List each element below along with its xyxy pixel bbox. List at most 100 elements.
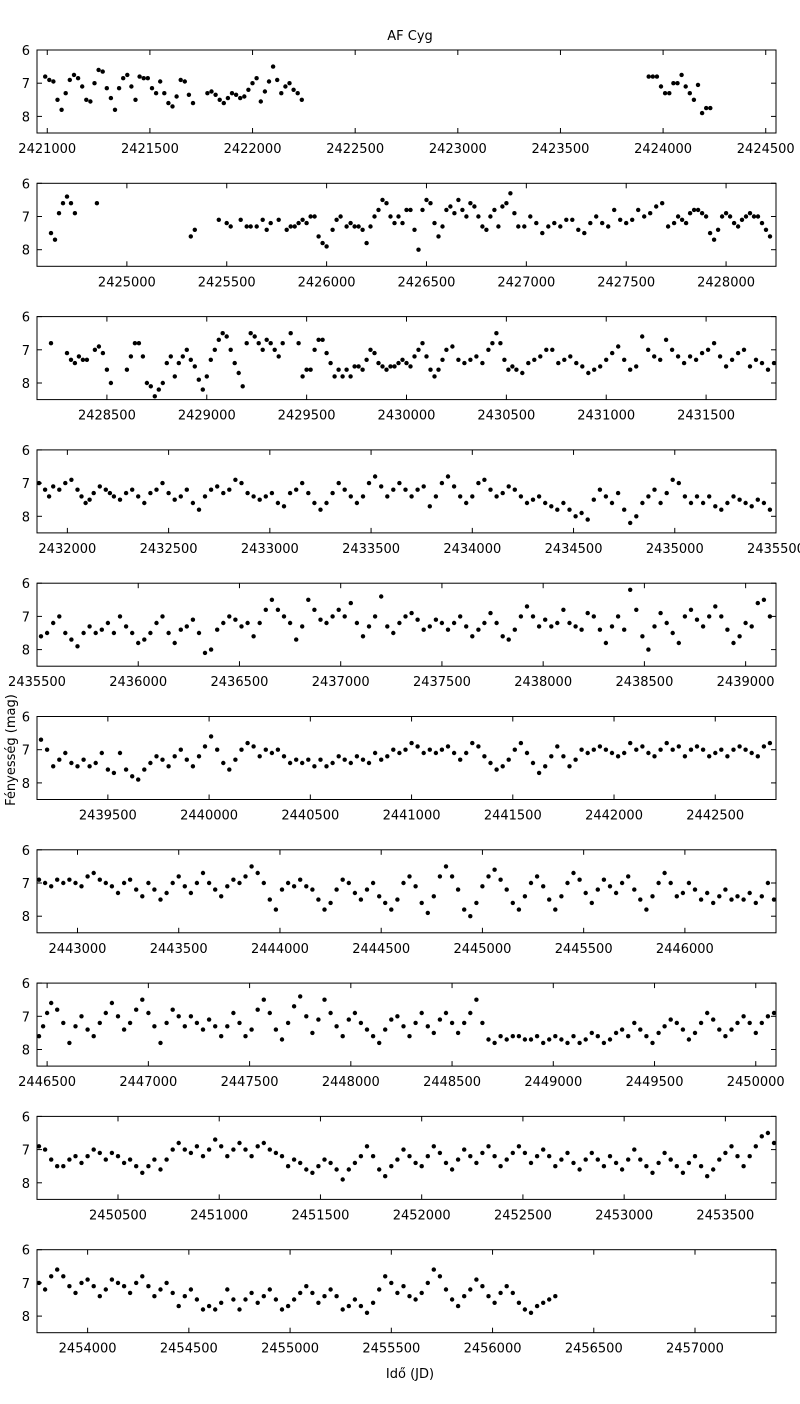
data-point — [188, 234, 193, 239]
data-point — [304, 367, 309, 372]
data-point — [366, 760, 372, 766]
data-point — [607, 1154, 613, 1159]
data-point — [209, 89, 214, 94]
data-point — [579, 510, 584, 516]
data-point — [737, 497, 742, 502]
data-point — [468, 1287, 473, 1292]
data-point — [432, 374, 437, 379]
data-point — [660, 201, 665, 206]
data-point — [644, 907, 649, 912]
data-point — [342, 614, 347, 619]
data-point — [61, 1020, 66, 1026]
data-point — [231, 1147, 236, 1152]
data-point — [682, 754, 688, 759]
data-point — [484, 227, 489, 232]
data-point — [133, 97, 138, 103]
data-point — [377, 894, 382, 899]
data-point — [498, 1164, 503, 1169]
data-point — [765, 1130, 771, 1136]
data-point — [396, 214, 401, 219]
data-point — [468, 914, 473, 919]
data-point — [340, 1177, 345, 1182]
data-point — [419, 1290, 424, 1296]
data-point — [512, 627, 517, 632]
data-point — [516, 1300, 522, 1306]
data-point — [401, 1024, 406, 1029]
data-point — [729, 1027, 734, 1032]
data-point — [561, 754, 566, 759]
data-point — [316, 234, 321, 239]
data-point — [755, 600, 760, 606]
panel-8: 6 7 8 2446500 2447000 2447500 2448000 2448500 24… — [18, 977, 785, 1090]
x-tick-label: 2424500 — [737, 142, 795, 157]
data-point — [275, 77, 280, 83]
data-point — [474, 354, 479, 359]
y-tick-label: 7 — [22, 610, 30, 625]
data-point — [573, 624, 578, 629]
y-tick-label: 6 — [22, 1244, 30, 1259]
data-point — [496, 224, 501, 229]
data-point — [352, 1160, 358, 1166]
data-point — [130, 774, 135, 779]
data-point — [543, 764, 548, 769]
x-tick-label: 2422000 — [224, 142, 282, 157]
panel-4: 6 7 8 2432000 2432500 2433000 2433500 2434000 24… — [22, 444, 800, 557]
data-point — [96, 344, 102, 349]
data-point — [154, 487, 159, 492]
data-point — [75, 487, 80, 492]
data-point — [91, 1147, 96, 1152]
data-point — [719, 214, 725, 219]
data-point — [204, 374, 209, 379]
data-point — [729, 1144, 734, 1149]
data-point — [404, 360, 409, 366]
data-point — [735, 894, 740, 899]
data-point — [342, 757, 347, 762]
data-point — [103, 487, 109, 492]
data-point — [340, 1307, 345, 1312]
data-point — [670, 747, 675, 752]
data-point — [699, 110, 705, 116]
data-point — [42, 1147, 48, 1152]
data-point — [318, 617, 323, 622]
data-point — [719, 507, 724, 512]
data-point — [567, 620, 572, 626]
data-point — [383, 1174, 388, 1179]
data-point — [48, 230, 54, 236]
data-point — [328, 360, 333, 366]
data-point — [37, 1034, 42, 1039]
data-point — [488, 610, 493, 616]
data-point — [767, 507, 773, 512]
data-point — [109, 1277, 115, 1282]
data-point — [632, 1147, 637, 1152]
data-point — [243, 1034, 248, 1039]
data-point — [421, 484, 426, 489]
data-point — [47, 77, 52, 83]
x-tick-label: 2455500 — [362, 1342, 420, 1357]
x-tick-label: 2452000 — [393, 1208, 451, 1223]
data-point — [91, 490, 96, 496]
data-point — [425, 1154, 430, 1159]
data-point — [273, 1297, 279, 1302]
data-point — [372, 750, 378, 756]
x-tick-label: 2448500 — [423, 1075, 481, 1090]
data-points — [43, 64, 713, 116]
data-point — [380, 197, 385, 203]
data-point — [55, 1267, 60, 1272]
data-point — [44, 630, 50, 636]
data-point — [294, 757, 299, 762]
y-tick-label: 6 — [22, 977, 30, 992]
data-point — [727, 214, 733, 219]
data-point — [316, 337, 321, 342]
data-point — [127, 1020, 133, 1026]
data-point — [358, 1020, 364, 1026]
data-point — [103, 1010, 109, 1016]
data-point — [275, 747, 281, 752]
data-point — [451, 750, 457, 756]
data-point — [396, 360, 401, 366]
data-point — [134, 887, 139, 892]
data-point — [707, 754, 712, 759]
data-point — [318, 757, 323, 762]
data-point — [711, 900, 716, 906]
data-point — [731, 494, 736, 499]
data-point — [589, 1150, 594, 1156]
